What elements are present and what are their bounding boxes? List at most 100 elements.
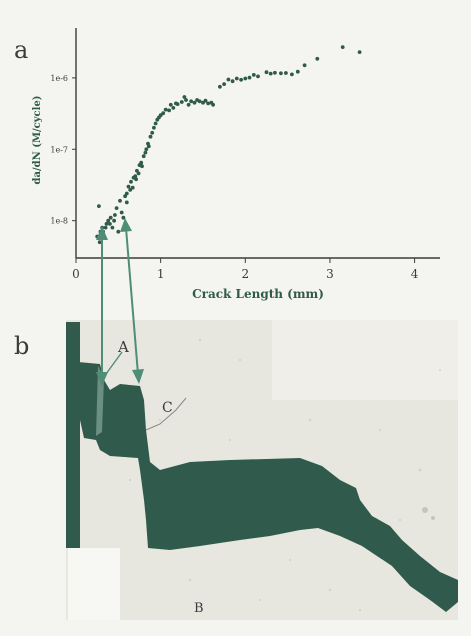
data-point	[243, 76, 248, 81]
data-point	[247, 75, 252, 80]
data-point	[140, 164, 144, 169]
data-point	[179, 100, 184, 104]
data-point	[161, 111, 166, 116]
data-point	[203, 98, 208, 103]
x-tick-label: 4	[411, 267, 419, 281]
data-point	[302, 63, 307, 68]
arrow-a-right	[125, 227, 139, 375]
data-point	[226, 77, 231, 82]
arrowhead-up-left	[96, 226, 108, 240]
label-b: B	[194, 601, 204, 616]
data-point	[279, 71, 283, 76]
axis-ticks: 0 1 2 3 4 1e-8 1e-7 1e-6	[50, 74, 418, 281]
data-point	[163, 107, 168, 112]
panel-letter-a: a	[14, 36, 28, 64]
connector-arrows	[101, 227, 139, 378]
x-tick-label: 0	[72, 267, 80, 281]
label-a: A	[117, 338, 129, 356]
crack-region	[78, 362, 458, 612]
specimen-edge-bar	[66, 322, 80, 548]
data-point	[124, 191, 129, 196]
x-tick-label: 1	[157, 267, 165, 281]
crack-growth-chart: 0 1 2 3 4 1e-8 1e-7 1e-6 Crack Length (mm) da/d…	[32, 28, 440, 301]
arrowheads	[96, 218, 144, 386]
crack-line-c	[145, 397, 187, 431]
x-tick-label: 3	[326, 267, 334, 281]
data-point	[152, 125, 156, 130]
data-point	[264, 70, 269, 75]
panel-letter-b: b	[14, 332, 29, 360]
data-point	[290, 72, 294, 77]
data-point	[315, 56, 320, 61]
data-point	[118, 198, 122, 203]
data-point	[146, 144, 151, 149]
y-tick-label: 1e-6	[50, 74, 68, 83]
data-point	[357, 50, 362, 54]
data-point	[268, 71, 273, 76]
data-point	[167, 108, 172, 113]
data-point	[141, 154, 146, 159]
data-point	[113, 213, 117, 217]
data-point	[211, 102, 216, 107]
data-point	[251, 73, 256, 77]
data-point	[143, 150, 148, 155]
data-point	[112, 218, 116, 223]
data-point	[182, 95, 187, 99]
data-point	[119, 210, 124, 215]
data-point	[123, 194, 127, 199]
data-point	[230, 79, 235, 84]
data-point	[150, 130, 155, 135]
data-point	[171, 106, 176, 110]
data-point	[239, 77, 244, 82]
data-point	[273, 70, 277, 75]
data-point	[106, 218, 111, 223]
data-point	[175, 102, 180, 106]
data-point	[139, 160, 144, 165]
y-tick-label: 1e-8	[50, 217, 68, 226]
data-point	[340, 45, 345, 49]
data-point	[134, 177, 139, 182]
y-axis-title: da/dN (M/cycle)	[32, 95, 43, 184]
arrowhead-down-left	[96, 372, 108, 386]
data-point	[133, 174, 138, 179]
x-axis-title: Crack Length (mm)	[192, 287, 324, 301]
data-point	[97, 204, 101, 209]
data-point	[104, 222, 109, 226]
data-point	[295, 69, 300, 74]
micrograph-texture	[128, 338, 441, 612]
data-point	[114, 206, 119, 211]
data-point	[186, 102, 191, 107]
data-point	[128, 188, 133, 192]
data-point	[218, 84, 222, 89]
data-point	[103, 225, 108, 230]
data-point	[234, 76, 239, 81]
data-point	[144, 147, 149, 152]
micrograph-panel: A B C	[66, 320, 458, 620]
data-point	[206, 101, 211, 106]
label-a-pointer	[105, 351, 123, 375]
data-point	[192, 100, 197, 105]
data-point	[97, 240, 102, 245]
data-point	[153, 121, 158, 126]
data-point	[121, 215, 126, 220]
x-tick-label: 2	[241, 267, 249, 281]
data-points	[95, 45, 362, 245]
data-point	[222, 82, 227, 86]
arrowhead-up-right	[120, 218, 132, 232]
data-point	[108, 215, 113, 220]
data-point	[197, 99, 202, 104]
label-c: C	[162, 400, 173, 416]
data-point	[168, 102, 173, 107]
data-point	[184, 98, 188, 102]
data-point	[116, 229, 121, 234]
data-point	[189, 99, 194, 104]
data-point	[284, 71, 288, 75]
data-point	[110, 225, 115, 230]
data-point	[136, 171, 141, 176]
y-tick-label: 1e-7	[50, 145, 68, 154]
data-point	[256, 74, 260, 79]
micrograph-light-area	[272, 320, 458, 400]
micrograph-mount-corner	[68, 548, 120, 620]
data-point	[108, 222, 112, 226]
